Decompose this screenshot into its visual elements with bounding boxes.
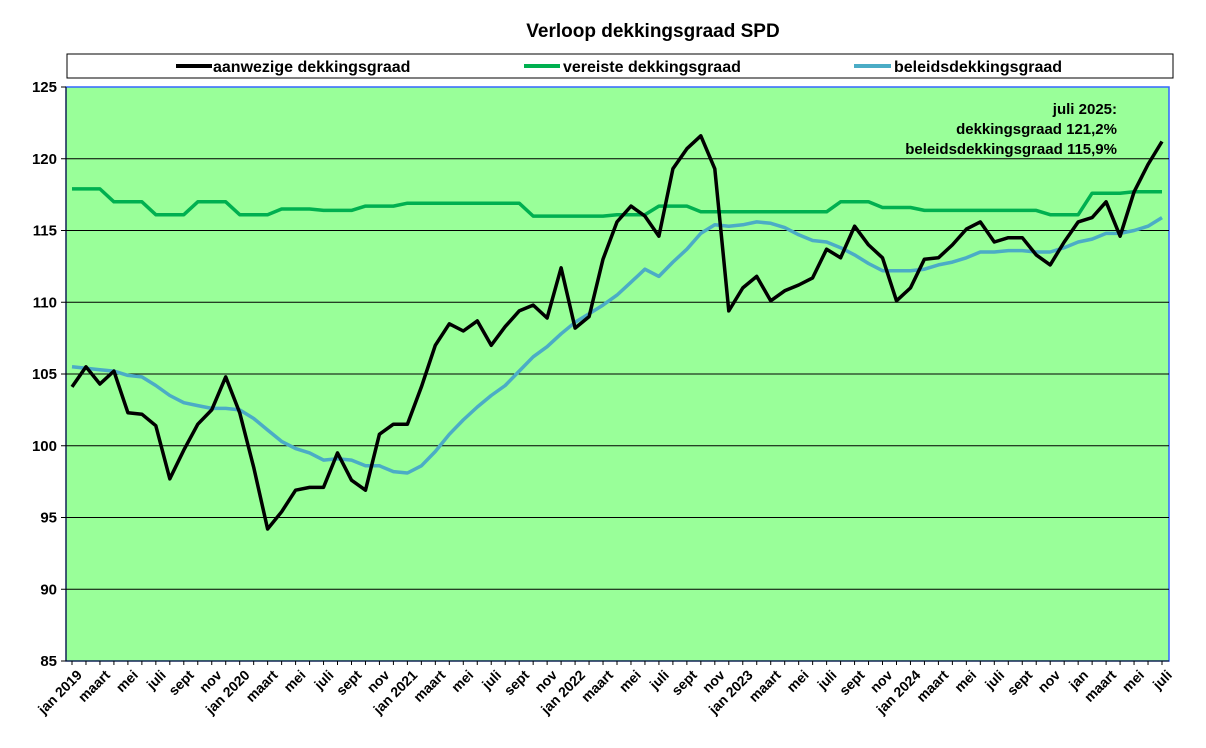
y-axis: 85 90 95 100 105 110 115 120 125	[32, 79, 67, 670]
y-tick-label: 85	[40, 653, 57, 670]
x-tick-label: sept	[1004, 667, 1036, 699]
x-tick-label: sept	[333, 667, 365, 699]
x-tick-label: mei	[616, 667, 644, 695]
x-tick-label: juli	[813, 667, 839, 693]
x-tick-label: maart	[242, 667, 281, 706]
x-tick-label: juli	[310, 667, 336, 693]
legend-box	[66, 53, 1174, 79]
y-tick-label: 120	[32, 151, 57, 168]
x-tick-label: nov	[1034, 667, 1063, 696]
x-tick-label: maart	[578, 667, 617, 706]
annotation-line-1: juli 2025:	[1052, 101, 1117, 118]
x-tick-label: juli	[646, 667, 672, 693]
legend-item-vereiste: vereiste dekkingsgraad	[524, 59, 741, 76]
x-tick-label: mei	[448, 667, 476, 695]
x-tick-label: sept	[501, 667, 533, 699]
x-tick-label: mei	[113, 667, 141, 695]
annotation: juli 2025: dekkingsgraad 121,2% beleidsd…	[905, 101, 1117, 158]
x-tick-label: mei	[1119, 667, 1147, 695]
x-tick-label: juli	[478, 667, 504, 693]
x-tick-label: maart	[913, 667, 952, 706]
y-tick-label: 110	[33, 294, 57, 311]
series-lines	[70, 134, 1164, 531]
x-tick-label: mei	[783, 667, 811, 695]
x-tick-label: juli	[981, 667, 1007, 693]
series-line-0	[70, 134, 1164, 531]
y-tick-label: 115	[33, 223, 57, 240]
x-tick-label: maart	[410, 667, 449, 706]
x-tick-label: sept	[836, 667, 868, 699]
y-tick-label: 125	[32, 79, 57, 96]
legend-item-beleids: beleidsdekkingsgraad	[854, 59, 1062, 76]
legend: aanwezige dekkingsgraad vereiste dekking…	[66, 53, 1174, 79]
y-tick-label: 100	[32, 438, 57, 455]
series-line-1	[72, 187, 1162, 218]
x-tick-label: maart	[1081, 667, 1120, 706]
x-tick-label: sept	[165, 667, 197, 699]
series-line-2	[71, 216, 1163, 475]
gridlines	[66, 158, 1169, 590]
x-tick-label: maart	[745, 667, 784, 706]
x-tick-label: mei	[280, 667, 308, 695]
legend-item-aanwezige: aanwezige dekkingsgraad	[176, 59, 410, 76]
x-tick-label: sept	[668, 667, 700, 699]
legend-label-beleids: beleidsdekkingsgraad	[894, 59, 1062, 76]
chart-title: Verloop dekkingsgraad SPD	[526, 21, 779, 42]
annotation-line-2: dekkingsgraad 121,2%	[956, 121, 1117, 138]
legend-label-aanwezige: aanwezige dekkingsgraad	[213, 59, 410, 76]
x-tick-label: juli	[1149, 667, 1175, 693]
annotation-line-3: beleidsdekkingsgraad 115,9%	[905, 141, 1117, 158]
legend-label-vereiste: vereiste dekkingsgraad	[563, 59, 741, 76]
y-tick-label: 95	[40, 510, 57, 527]
x-tick-label: juli	[143, 667, 169, 693]
x-tick-label: maart	[75, 667, 114, 706]
y-tick-label: 90	[40, 581, 57, 598]
y-tick-label: 105	[32, 366, 57, 383]
x-tick-label: mei	[951, 667, 979, 695]
